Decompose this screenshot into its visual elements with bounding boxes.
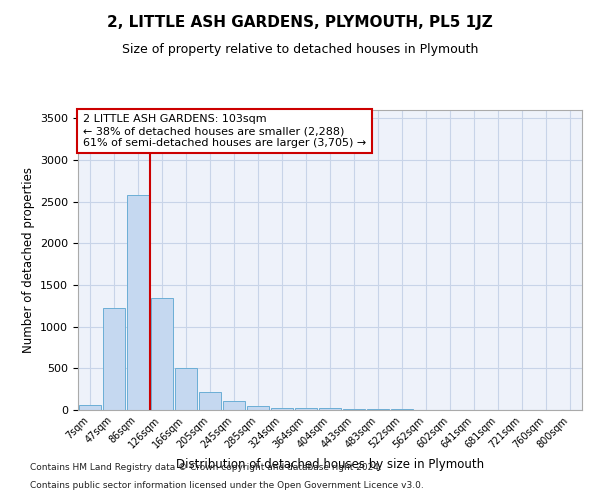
Bar <box>247 406 269 410</box>
Bar <box>271 408 293 410</box>
Bar <box>295 408 317 410</box>
X-axis label: Distribution of detached houses by size in Plymouth: Distribution of detached houses by size … <box>176 458 484 471</box>
Bar <box>175 368 197 410</box>
Bar <box>151 298 173 410</box>
Text: Contains public sector information licensed under the Open Government Licence v3: Contains public sector information licen… <box>30 481 424 490</box>
Bar <box>79 405 101 410</box>
Text: 2 LITTLE ASH GARDENS: 103sqm
← 38% of detached houses are smaller (2,288)
61% of: 2 LITTLE ASH GARDENS: 103sqm ← 38% of de… <box>83 114 366 148</box>
Bar <box>367 409 389 410</box>
Bar <box>223 401 245 410</box>
Bar <box>199 392 221 410</box>
Bar <box>343 409 365 410</box>
Text: Size of property relative to detached houses in Plymouth: Size of property relative to detached ho… <box>122 42 478 56</box>
Bar <box>127 195 149 410</box>
Y-axis label: Number of detached properties: Number of detached properties <box>22 167 35 353</box>
Text: Contains HM Land Registry data © Crown copyright and database right 2024.: Contains HM Land Registry data © Crown c… <box>30 464 382 472</box>
Text: 2, LITTLE ASH GARDENS, PLYMOUTH, PL5 1JZ: 2, LITTLE ASH GARDENS, PLYMOUTH, PL5 1JZ <box>107 15 493 30</box>
Bar <box>103 308 125 410</box>
Bar <box>319 408 341 410</box>
